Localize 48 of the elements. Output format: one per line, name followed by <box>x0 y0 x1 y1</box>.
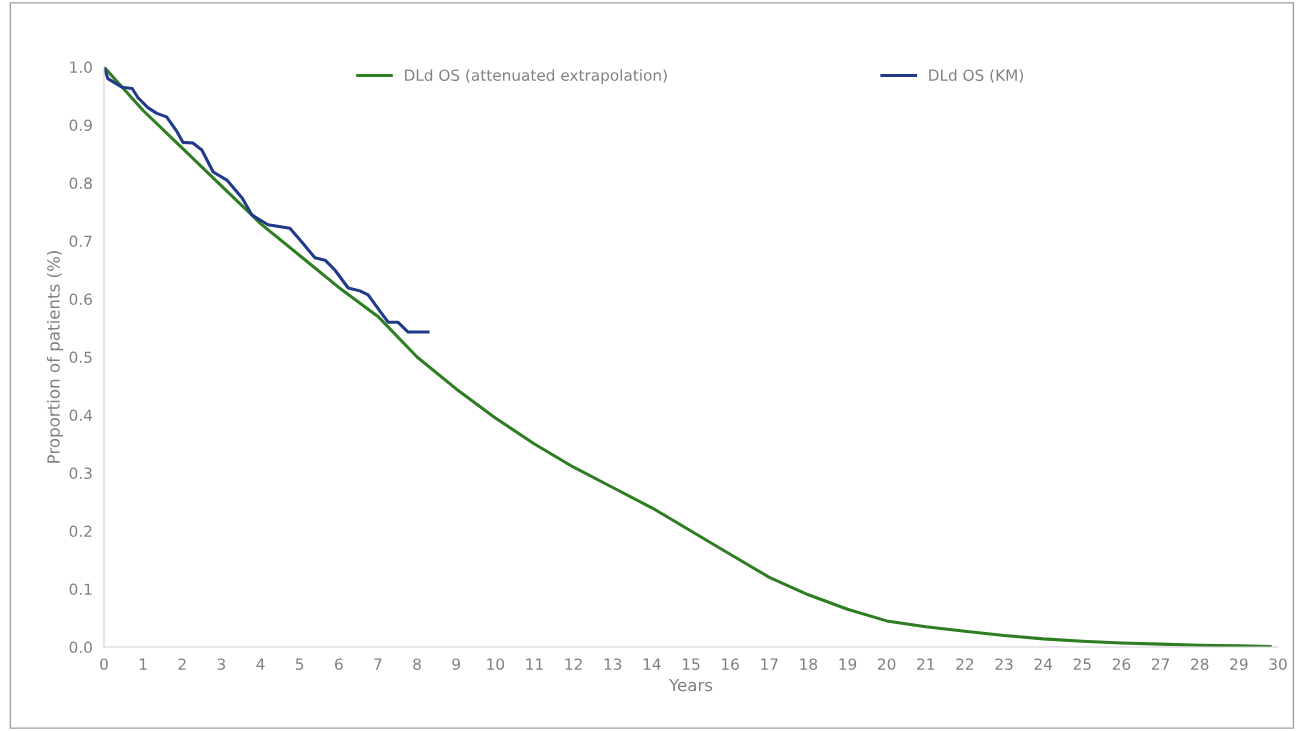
x-tick-label: 9 <box>452 658 460 670</box>
y-tick-label: 0.2 <box>69 525 92 538</box>
x-tick-label: 10 <box>487 658 505 670</box>
legend-label: DLd OS (KM) <box>929 69 1023 83</box>
x-tick-label: 12 <box>565 658 582 670</box>
x-tick-label: 1 <box>139 658 147 670</box>
y-tick-label: 0.6 <box>69 293 92 306</box>
x-tick-label: 16 <box>722 658 739 670</box>
x-tick-label: 6 <box>335 658 343 670</box>
legend-label: DLd OS (attenuated extrapolation) <box>405 69 667 84</box>
x-tick-label: 23 <box>995 658 1013 670</box>
x-tick-label: 8 <box>413 658 421 670</box>
x-tick-label: 11 <box>526 658 543 670</box>
x-tick-label: 21 <box>917 658 935 670</box>
x-tick-label: 7 <box>374 658 382 670</box>
x-axis-title: Years <box>668 678 713 692</box>
x-tick-label: 0 <box>100 658 108 670</box>
x-tick-label: 25 <box>1073 658 1091 670</box>
x-tick-label: 4 <box>256 658 265 670</box>
x-tick-label: 5 <box>295 658 304 670</box>
y-axis-title: Proportion of patients (%) <box>46 251 64 463</box>
x-tick-label: 24 <box>1034 658 1053 670</box>
y-tick-label: 0.8 <box>69 177 92 190</box>
x-tick-label: 18 <box>800 658 818 670</box>
line-series <box>104 67 1272 647</box>
x-tick-label: 28 <box>1191 658 1209 670</box>
x-tick-label: 2 <box>178 658 186 670</box>
line-series <box>104 67 430 334</box>
y-tick-label: 0.7 <box>69 235 92 248</box>
x-tick-label: 19 <box>839 658 857 670</box>
x-tick-label: 15 <box>682 658 700 670</box>
x-tick-label: 30 <box>1269 658 1287 670</box>
x-tick-label: 22 <box>956 658 974 670</box>
x-tick-label: 27 <box>1152 658 1170 670</box>
x-tick-label: 26 <box>1112 658 1131 670</box>
y-tick-label: 0.0 <box>69 641 92 654</box>
y-tick-label: 0.9 <box>69 119 92 132</box>
x-tick-label: 20 <box>878 658 896 670</box>
x-tick-label: 13 <box>604 658 622 670</box>
x-tick-label: 29 <box>1230 658 1248 670</box>
y-tick-label: 0.5 <box>69 351 92 364</box>
y-tick-label: 0.1 <box>69 583 92 596</box>
y-tick-label: 0.3 <box>69 467 92 480</box>
x-tick-label: 17 <box>761 658 778 670</box>
y-tick-label: 1.0 <box>70 61 92 74</box>
x-tick-label: 3 <box>217 658 226 670</box>
x-tick-label: 14 <box>643 658 661 670</box>
y-tick-label: 0.4 <box>69 409 93 422</box>
